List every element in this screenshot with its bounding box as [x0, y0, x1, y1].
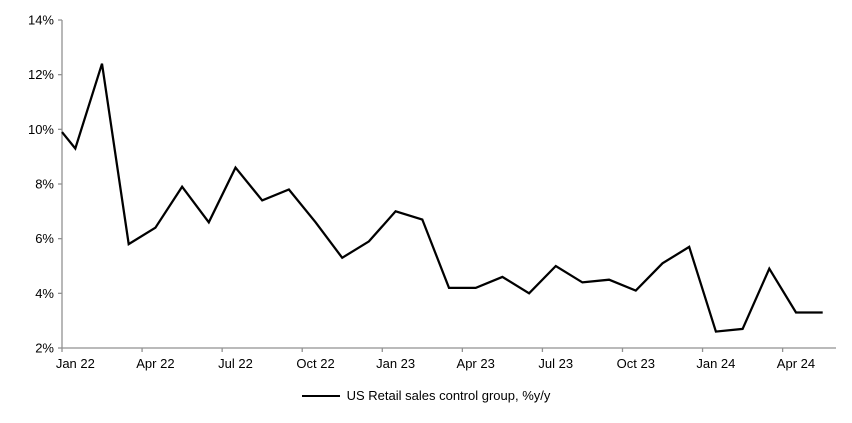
x-axis-tick-label: Apr 24 [777, 356, 815, 371]
legend-series-label: US Retail sales control group, %y/y [346, 388, 551, 403]
x-axis-tick-label: Oct 23 [617, 356, 655, 371]
y-axis-tick-label: 12% [28, 67, 54, 82]
x-axis-tick-label: Apr 23 [457, 356, 495, 371]
x-axis-tick-label: Jul 22 [218, 356, 253, 371]
x-axis-tick-label: Jul 23 [538, 356, 573, 371]
legend-line-sample [301, 394, 340, 397]
x-axis-tick-label: Apr 22 [136, 356, 174, 371]
line-chart-plot: 2% 4% 6% 8% 10% 12% 14% Jan 22 Apr 22 Jul 22 Oct 2… [28, 13, 836, 371]
y-axis-tick-label: 4% [35, 286, 54, 301]
x-axis-tick-label: Jan 24 [696, 356, 735, 371]
y-axis-tick-label: 6% [35, 231, 54, 246]
y-axis-tick-label: 14% [28, 13, 54, 28]
y-axis-tick-label: 10% [28, 122, 54, 137]
y-axis-tick-label: 2% [35, 341, 54, 356]
legend: US Retail sales control group, %y/y [0, 388, 852, 403]
x-axis-tick-label: Jan 23 [376, 356, 415, 371]
y-axis-tick-label: 8% [35, 177, 54, 192]
x-axis-tick-label: Oct 22 [296, 356, 334, 371]
x-axis-tick-label: Jan 22 [56, 356, 95, 371]
retail-sales-data-line [61, 63, 823, 333]
